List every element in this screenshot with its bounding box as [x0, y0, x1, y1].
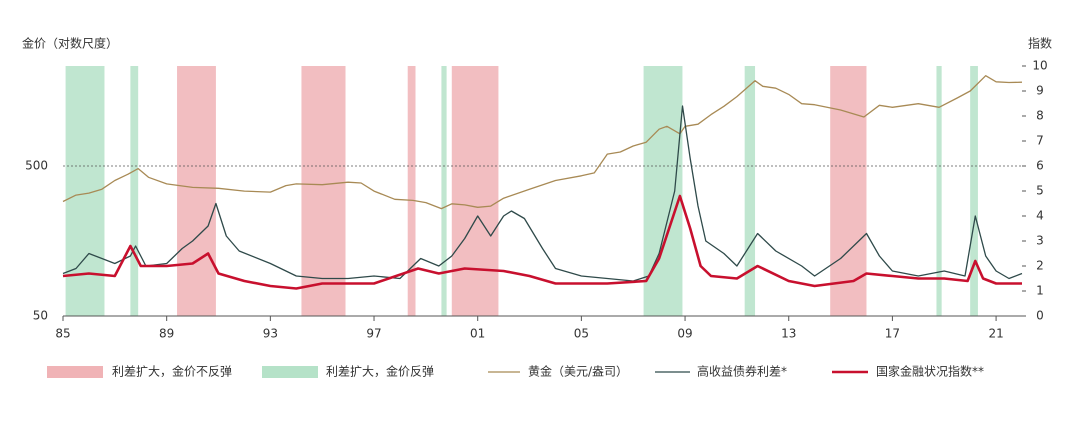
- shaded-period: [830, 66, 867, 316]
- y2-tick-label: 2: [1036, 259, 1044, 273]
- x-tick-label: 09: [677, 327, 692, 341]
- x-tick-label: 93: [263, 327, 278, 341]
- shaded-period: [177, 66, 216, 316]
- shaded-period: [441, 66, 447, 316]
- series-line: [62, 105, 1023, 282]
- shaded-period: [643, 66, 683, 316]
- y2-tick-label: 6: [1036, 159, 1044, 173]
- legend-swatch: [47, 366, 103, 378]
- x-tick-label: 89: [159, 327, 174, 341]
- shaded-period: [744, 66, 756, 316]
- y2-tick-label: 7: [1036, 134, 1044, 148]
- legend-label: 国家金融状况指数**: [876, 364, 984, 379]
- x-tick-label: 05: [574, 327, 589, 341]
- y2-tick-label: 5: [1036, 184, 1044, 198]
- legend-label: 黄金（美元/盎司）: [528, 364, 628, 379]
- shaded-period: [301, 66, 346, 316]
- y2-tick-label: 4: [1036, 209, 1044, 223]
- shaded-period: [130, 66, 139, 316]
- y2-tick-label: 3: [1036, 234, 1044, 248]
- y2-tick-label: 10: [1032, 59, 1047, 73]
- x-tick-label: 21: [988, 327, 1003, 341]
- x-tick-label: 13: [781, 327, 796, 341]
- y2-tick-label: 1: [1036, 284, 1044, 298]
- shaded-period: [65, 66, 105, 316]
- x-tick-label: 97: [366, 327, 381, 341]
- y2-axis-title: 指数: [1028, 36, 1052, 51]
- y-tick-label: 500: [25, 158, 48, 172]
- x-tick-label: 85: [55, 327, 70, 341]
- legend-swatch: [262, 366, 318, 378]
- y-tick-label: 50: [33, 309, 48, 323]
- legend-label: 利差扩大，金价不反弹: [112, 364, 232, 379]
- y-axis-title: 金价（对数尺度）: [22, 36, 118, 51]
- shaded-period: [936, 66, 942, 316]
- y2-tick-label: 0: [1036, 309, 1044, 323]
- shaded-period: [407, 66, 416, 316]
- legend-label: 利差扩大，金价反弹: [326, 364, 434, 379]
- legend-label: 高收益债券利差*: [697, 364, 787, 379]
- y2-tick-label: 9: [1036, 84, 1044, 98]
- shaded-period: [970, 66, 978, 316]
- shaded-period: [451, 66, 499, 316]
- x-tick-label: 17: [885, 327, 900, 341]
- x-tick-label: 01: [470, 327, 485, 341]
- series-line: [62, 75, 1023, 210]
- y2-tick-label: 8: [1036, 109, 1044, 123]
- series-line: [62, 194, 1022, 290]
